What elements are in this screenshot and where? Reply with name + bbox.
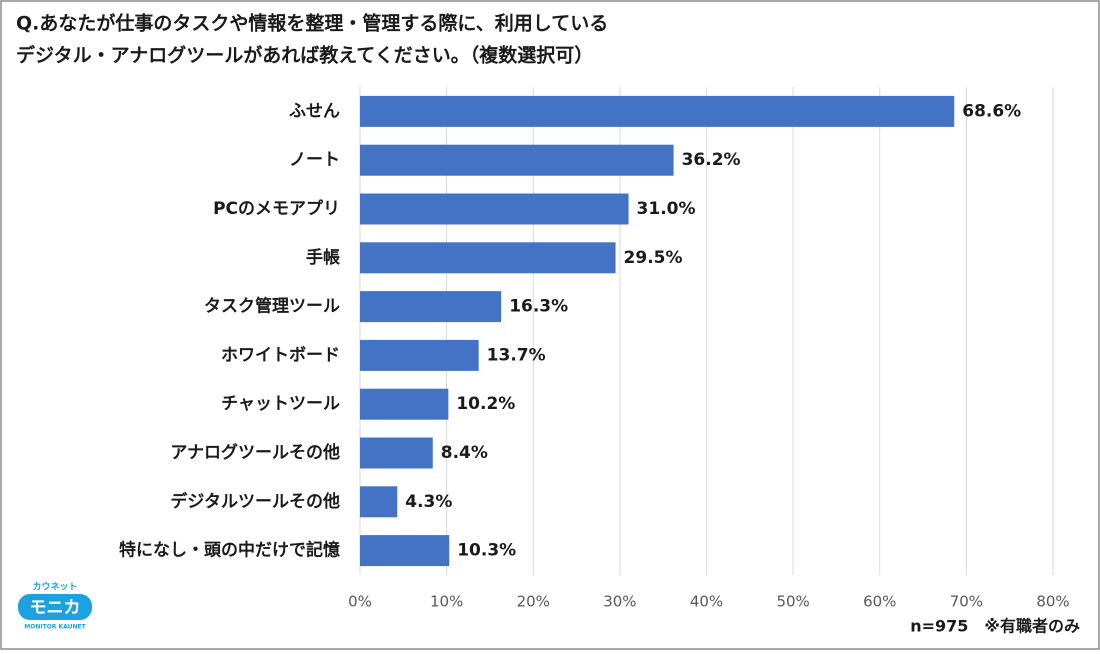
- x-tick-label: 40%: [690, 593, 723, 611]
- bar: [360, 193, 629, 225]
- y-tick-label: 手帳: [306, 247, 340, 268]
- logo-kana: カウネット: [32, 582, 77, 593]
- data-label: 13.7%: [487, 345, 546, 365]
- y-tick-label: アナログツールその他: [170, 442, 340, 463]
- bar: [360, 437, 433, 469]
- x-tick-label: 30%: [603, 593, 636, 611]
- y-tick-label: ふせん: [289, 101, 340, 121]
- y-tick-label: デジタルツールその他: [170, 491, 340, 512]
- data-label: 10.3%: [457, 541, 516, 561]
- data-label: 31.0%: [637, 199, 696, 219]
- x-tick-label: 0%: [348, 593, 372, 611]
- bar: [360, 144, 674, 176]
- y-tick-label: PCのメモアプリ: [213, 198, 340, 219]
- data-label: 68.6%: [962, 101, 1021, 121]
- x-tick-label: 50%: [776, 593, 809, 611]
- x-tick-label: 20%: [517, 593, 550, 611]
- x-tick-label: 10%: [430, 593, 463, 611]
- chart-title: Q.あなたが仕事のタスクや情報を整理・管理する際に、利用している: [16, 12, 608, 35]
- bar: [360, 339, 479, 371]
- logo-sub: MONITOR KAUNET: [24, 624, 86, 631]
- data-label: 8.4%: [441, 443, 488, 463]
- logo-name: モニカ: [30, 598, 81, 618]
- bar: [360, 242, 616, 274]
- data-label: 29.5%: [624, 248, 683, 268]
- x-tick-label: 70%: [950, 593, 983, 611]
- y-tick-label: チャットツール: [221, 394, 340, 414]
- y-tick-label: ノート: [289, 150, 340, 170]
- note: n=975 ※有職者のみ: [910, 617, 1080, 636]
- data-label: 16.3%: [509, 297, 568, 317]
- logo: カウネット モニカ MONITOR KAUNET: [18, 582, 92, 631]
- y-tick-label: タスク管理ツール: [204, 296, 340, 317]
- bar: [360, 388, 449, 420]
- data-label: 10.2%: [456, 394, 515, 414]
- bar: [360, 486, 398, 518]
- bar: [360, 291, 502, 323]
- y-tick-label: 特になし・頭の中だけで記憶: [119, 540, 340, 561]
- logo-badge: [18, 594, 92, 620]
- data-label: 36.2%: [682, 150, 741, 170]
- chart-title: デジタル・アナログツールがあれば教えてください。（複数選択可）: [16, 44, 593, 67]
- y-tick-label: ホワイトボード: [221, 345, 340, 365]
- x-tick-label: 60%: [863, 593, 896, 611]
- bar: [360, 535, 450, 567]
- x-tick-label: 80%: [1036, 593, 1069, 611]
- bar: [360, 95, 955, 127]
- data-label: 4.3%: [405, 492, 452, 512]
